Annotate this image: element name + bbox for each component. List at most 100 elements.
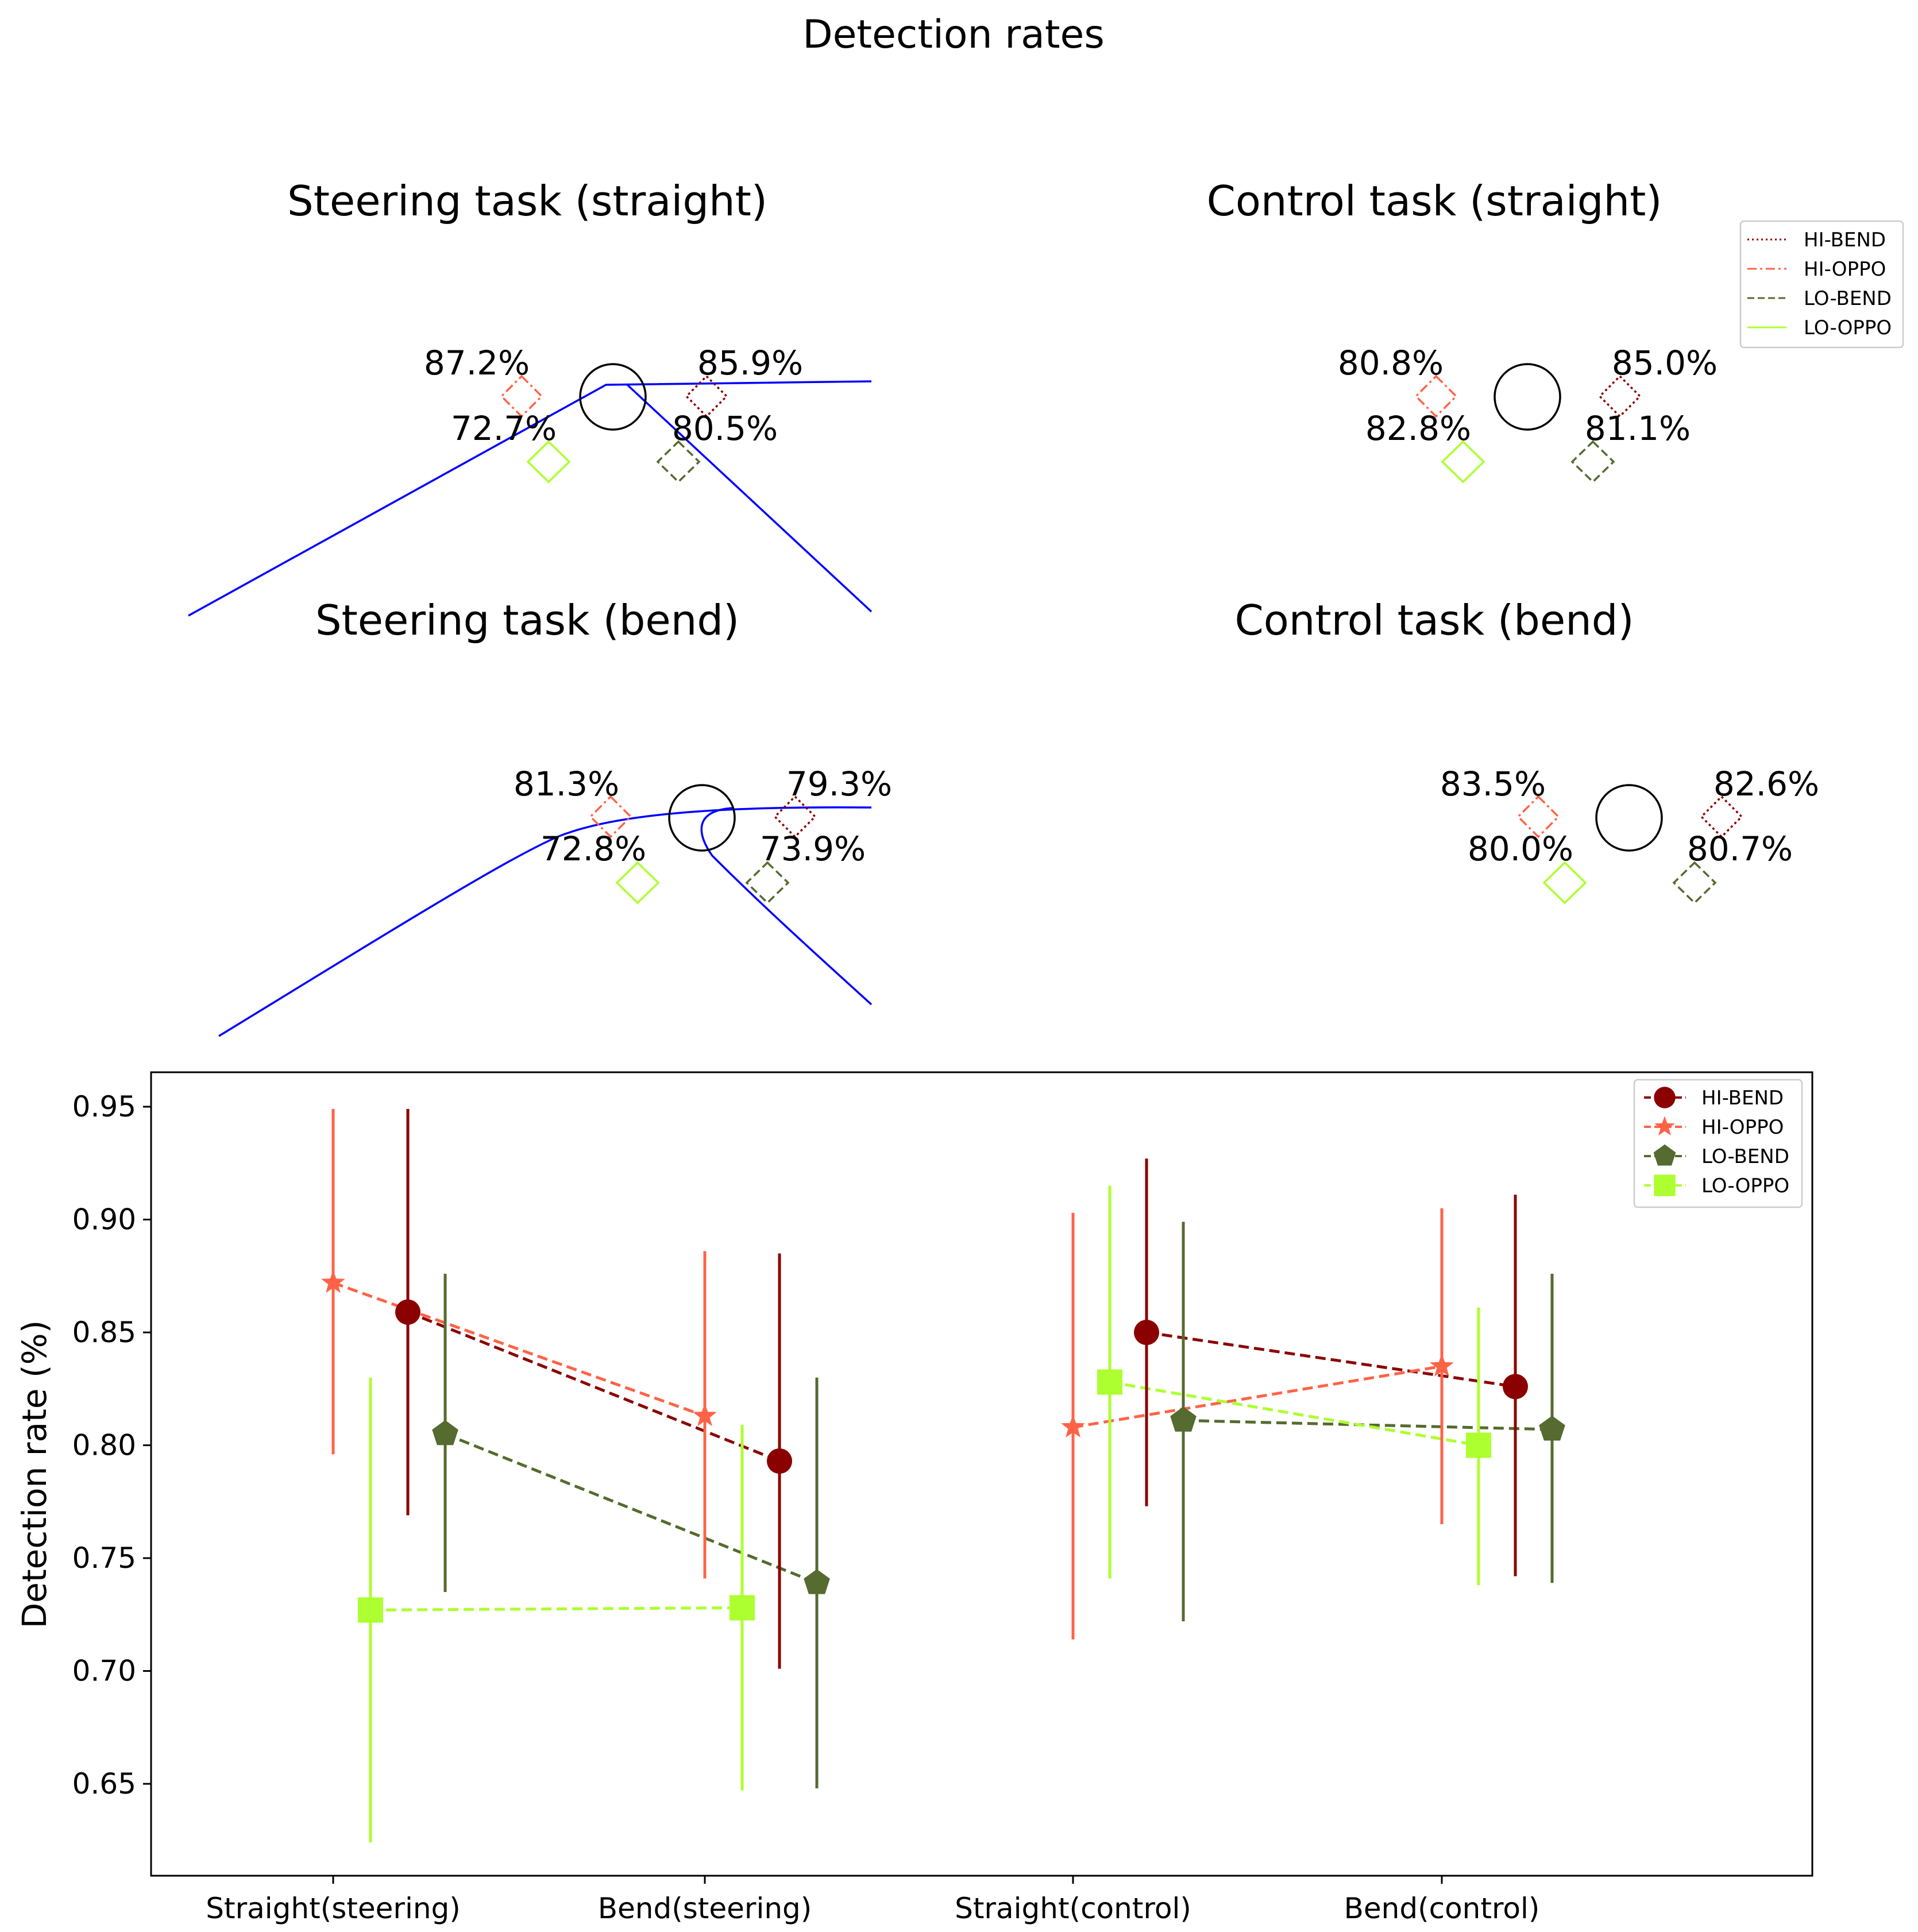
hi-bend-diamond (685, 374, 728, 418)
series-line-hi-oppo (333, 1281, 705, 1417)
marker-lo-oppo (358, 1597, 383, 1623)
series-line-hi-bend (407, 1311, 780, 1463)
marker-hi-oppo (321, 1270, 345, 1293)
lo-bend-diamond (1672, 861, 1717, 905)
marker-lo-oppo (1466, 1432, 1491, 1458)
pct-label-lo-oppo: 80.0% (1468, 829, 1573, 868)
detection-rate-chart: 0.65 0.70 0.75 0.80 0.85 0.90 0.95 Straight(st… (15, 1071, 1813, 1925)
legend-label-lo-bend: LO-BEND (1804, 287, 1892, 310)
marker-lo-bend (1170, 1407, 1197, 1432)
panel-control-bend: Control task (bend) 83.5% 82.6% 80.0% 80… (1234, 596, 1819, 905)
marker-lo-bend (1539, 1416, 1565, 1441)
legend-frame (1633, 1079, 1803, 1208)
legend-label-hi-oppo: HI-OPPO (1701, 1116, 1784, 1139)
lo-oppo-diamond (615, 861, 660, 905)
series-lines (333, 1281, 1553, 1612)
hi-oppo-diamond (1516, 795, 1560, 839)
pct-label-hi-bend: 85.0% (1612, 343, 1718, 382)
marker-hi-bend (1503, 1374, 1528, 1400)
marker-hi-bend (767, 1448, 792, 1474)
x-axis: Straight(steering) Bend(steering) Straight… (206, 1876, 1539, 1925)
pct-label-lo-bend: 80.7% (1687, 829, 1793, 868)
y-axis: 0.65 0.70 0.75 0.80 0.85 0.90 0.95 (72, 1090, 151, 1800)
data-markers (321, 1270, 1565, 1623)
pct-label-lo-bend: 81.1% (1585, 409, 1691, 448)
pct-label-hi-oppo: 80.8% (1338, 343, 1444, 382)
pct-label-hi-bend: 82.6% (1714, 764, 1819, 803)
marker-lo-bend (432, 1420, 458, 1446)
pct-label-hi-bend: 79.3% (786, 764, 892, 803)
marker-lo-oppo (1097, 1369, 1122, 1395)
plot-area-frame (150, 1071, 1813, 1877)
panel-title: Control task (straight) (1207, 177, 1662, 225)
panel-control-straight: Control task (straight) 80.8% 85.0% 82.8… (1207, 177, 1718, 484)
y-tick-label: 0.80 (72, 1429, 136, 1462)
pct-label-hi-oppo: 83.5% (1440, 764, 1546, 803)
marker-hi-bend (1134, 1320, 1159, 1345)
lo-bend-diamond (1570, 440, 1615, 484)
observer-circle (1494, 363, 1561, 431)
hi-oppo-diamond (500, 374, 543, 418)
y-tick-label: 0.85 (72, 1316, 136, 1349)
x-tick-label: Straight(steering) (206, 1892, 461, 1925)
observer-circle (579, 363, 647, 431)
y-tick-label: 0.75 (72, 1541, 136, 1575)
series-line-lo-bend (445, 1432, 817, 1585)
legend-marker-lo-oppo (1654, 1174, 1676, 1196)
legend-label-lo-bend: LO-BEND (1701, 1145, 1789, 1168)
pct-label-hi-bend: 85.9% (697, 343, 803, 382)
marker-hi-bend (395, 1299, 420, 1325)
marker-hi-oppo (1430, 1353, 1454, 1377)
legend-label-lo-oppo: LO-OPPO (1804, 316, 1892, 339)
hi-bend-diamond (773, 795, 817, 839)
hi-bend-diamond (1700, 795, 1743, 839)
panel-title: Control task (bend) (1234, 596, 1634, 644)
legend-marker-hi-oppo (1654, 1116, 1675, 1136)
y-tick-label: 0.95 (72, 1090, 136, 1123)
lo-oppo-diamond (526, 440, 571, 484)
marker-lo-bend (804, 1569, 830, 1594)
legend-label-lo-oppo: LO-OPPO (1701, 1174, 1789, 1197)
series-line-lo-oppo (1109, 1380, 1479, 1447)
x-tick-label: Straight(control) (955, 1892, 1191, 1925)
y-tick-label: 0.65 (72, 1767, 136, 1800)
road-trajectory-line (188, 380, 872, 617)
hi-bend-diamond (1598, 374, 1642, 418)
panel-legend: HI-BEND HI-OPPO LO-BEND LO-OPPO (1739, 220, 1904, 349)
hi-oppo-diamond (589, 795, 632, 839)
panel-steering-bend: Steering task (bend) 81.3% 79.3% 72.8% 7… (218, 596, 892, 1037)
road-trajectory-line (626, 384, 873, 613)
chart-legend: HI-BEND HI-OPPO LO-BEND LO-OPPO (1633, 1079, 1803, 1208)
hi-oppo-diamond (1414, 374, 1458, 418)
panel-steering-straight: Steering task (straight) 87.2% 85.9% 72.… (188, 177, 873, 617)
pct-label-lo-oppo: 72.8% (541, 829, 646, 868)
lo-bend-diamond (745, 861, 790, 905)
lo-bend-diamond (656, 440, 701, 484)
road-trajectory-line (700, 807, 873, 1006)
series-line-hi-bend (1146, 1331, 1516, 1388)
pct-label-lo-oppo: 82.8% (1365, 409, 1471, 448)
legend-label-hi-bend: HI-BEND (1701, 1087, 1784, 1110)
lo-oppo-diamond (1441, 440, 1485, 484)
observer-circle (1595, 784, 1663, 852)
pct-label-lo-bend: 73.9% (760, 829, 866, 868)
y-tick-label: 0.90 (72, 1203, 136, 1237)
y-tick-label: 0.70 (72, 1655, 136, 1688)
y-axis-label: Detection rate (%) (15, 1320, 54, 1629)
legend-marker-lo-bend (1653, 1144, 1676, 1166)
legend-label-hi-bend: HI-BEND (1804, 229, 1886, 252)
marker-lo-oppo (730, 1595, 755, 1621)
panel-title: Steering task (bend) (315, 596, 739, 644)
observer-circle (668, 784, 736, 852)
marker-hi-oppo (1061, 1415, 1085, 1438)
lo-oppo-diamond (1542, 861, 1587, 905)
legend-items: HI-BEND HI-OPPO LO-BEND LO-OPPO (1644, 1087, 1789, 1197)
x-tick-label: Bend(control) (1344, 1892, 1540, 1925)
series-line-hi-oppo (1072, 1365, 1442, 1429)
figure-title: Detection rates (802, 12, 1105, 57)
legend-label-hi-oppo: HI-OPPO (1804, 258, 1886, 281)
pct-label-hi-oppo: 81.3% (514, 764, 619, 803)
x-tick-label: Bend(steering) (598, 1892, 812, 1925)
road-trajectory-line (218, 806, 872, 1037)
